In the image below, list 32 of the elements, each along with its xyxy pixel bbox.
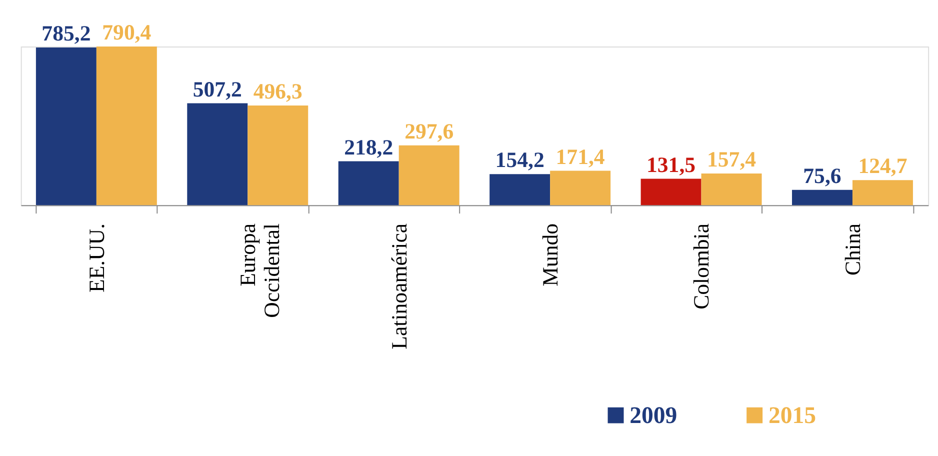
bar: [398, 145, 460, 206]
bar: [550, 170, 611, 206]
data-label: 297,6: [404, 119, 454, 144]
x-tick-label: China: [840, 223, 865, 276]
data-label: 124,7: [858, 154, 908, 178]
bar: [248, 105, 308, 206]
x-tick-label: EE.UU.: [84, 223, 109, 292]
x-tick-label: Latinoamérica: [387, 223, 412, 350]
data-label: 507,2: [192, 77, 242, 102]
data-label: 154,2: [495, 148, 544, 172]
data-label: 790,4: [102, 20, 152, 45]
bar: [640, 178, 702, 206]
data-label: 496,3: [253, 80, 302, 104]
bar: [852, 180, 913, 206]
bar: [792, 190, 852, 206]
bar: [187, 103, 248, 206]
data-label: 75,6: [803, 164, 842, 188]
data-label: 157,4: [706, 148, 756, 172]
data-label: 218,2: [344, 135, 394, 160]
data-label: 785,2: [42, 22, 91, 46]
bar: [36, 48, 96, 206]
x-tick-label: Mundo: [538, 223, 562, 286]
bar: [338, 161, 399, 206]
legend-label: 2009: [630, 403, 678, 430]
bar: [701, 174, 762, 206]
data-label: 131,5: [646, 152, 696, 177]
x-tick-label: Colombia: [690, 223, 714, 310]
x-tick-label: Europa Occidental: [236, 223, 284, 318]
data-label: 171,4: [556, 144, 605, 169]
bar: [96, 46, 157, 206]
legend-label: 2015: [768, 403, 816, 430]
bar: [490, 174, 550, 206]
